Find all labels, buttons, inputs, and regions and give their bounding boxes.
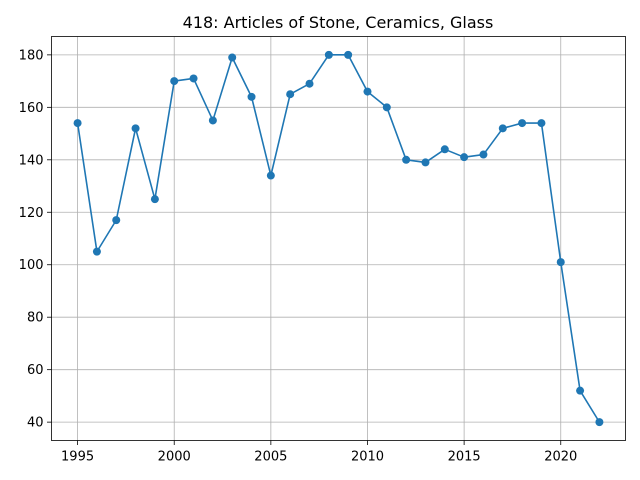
x-tick-label: 2005 <box>254 450 287 465</box>
y-tick-label: 140 <box>19 153 44 168</box>
data-point <box>595 418 604 427</box>
data-point <box>112 216 121 225</box>
x-tick-label: 2000 <box>158 450 191 465</box>
data-point <box>402 155 411 164</box>
series-line-path <box>76 54 601 423</box>
y-tick-label: 160 <box>19 101 44 116</box>
x-tick-label: 1995 <box>61 450 94 465</box>
data-point <box>440 145 449 154</box>
data-point <box>518 119 527 128</box>
data-point <box>266 171 275 180</box>
chart-title: 418: Articles of Stone, Ceramics, Glass <box>183 13 494 32</box>
data-point <box>324 50 333 59</box>
data-point <box>208 116 217 125</box>
data-point <box>363 87 372 96</box>
data-point <box>228 53 237 62</box>
data-point <box>344 50 353 59</box>
data-point <box>247 92 256 101</box>
y-tick-label: 120 <box>19 206 44 221</box>
data-point <box>498 124 507 133</box>
x-axis-ticks: 1995 2000 2005 2010 2015 2020 <box>61 440 577 465</box>
data-point <box>170 77 179 86</box>
y-tick-label: 40 <box>27 416 44 431</box>
data-point <box>305 79 314 88</box>
data-point <box>479 150 488 159</box>
data-point <box>92 247 101 256</box>
data-point <box>421 158 430 167</box>
y-tick-label: 80 <box>27 311 44 326</box>
data-point <box>150 195 159 204</box>
data-markers <box>73 50 604 427</box>
y-tick-label: 60 <box>27 363 44 378</box>
series-line <box>76 54 601 423</box>
data-point <box>556 258 565 267</box>
x-tick-label: 2020 <box>544 450 577 465</box>
data-point <box>460 153 469 162</box>
data-point <box>131 124 140 133</box>
x-tick-label: 2015 <box>448 450 481 465</box>
axes-frame <box>51 36 626 441</box>
data-point <box>73 119 82 128</box>
data-point <box>537 119 546 128</box>
y-tick-label: 100 <box>19 258 44 273</box>
data-point <box>286 90 295 99</box>
y-axis-ticks: 40 60 80 100 120 140 160 180 <box>19 48 52 431</box>
x-tick-label: 2010 <box>351 450 384 465</box>
y-tick-label: 180 <box>19 48 44 63</box>
data-point <box>189 74 198 83</box>
data-point <box>382 103 391 112</box>
data-point <box>576 386 585 395</box>
